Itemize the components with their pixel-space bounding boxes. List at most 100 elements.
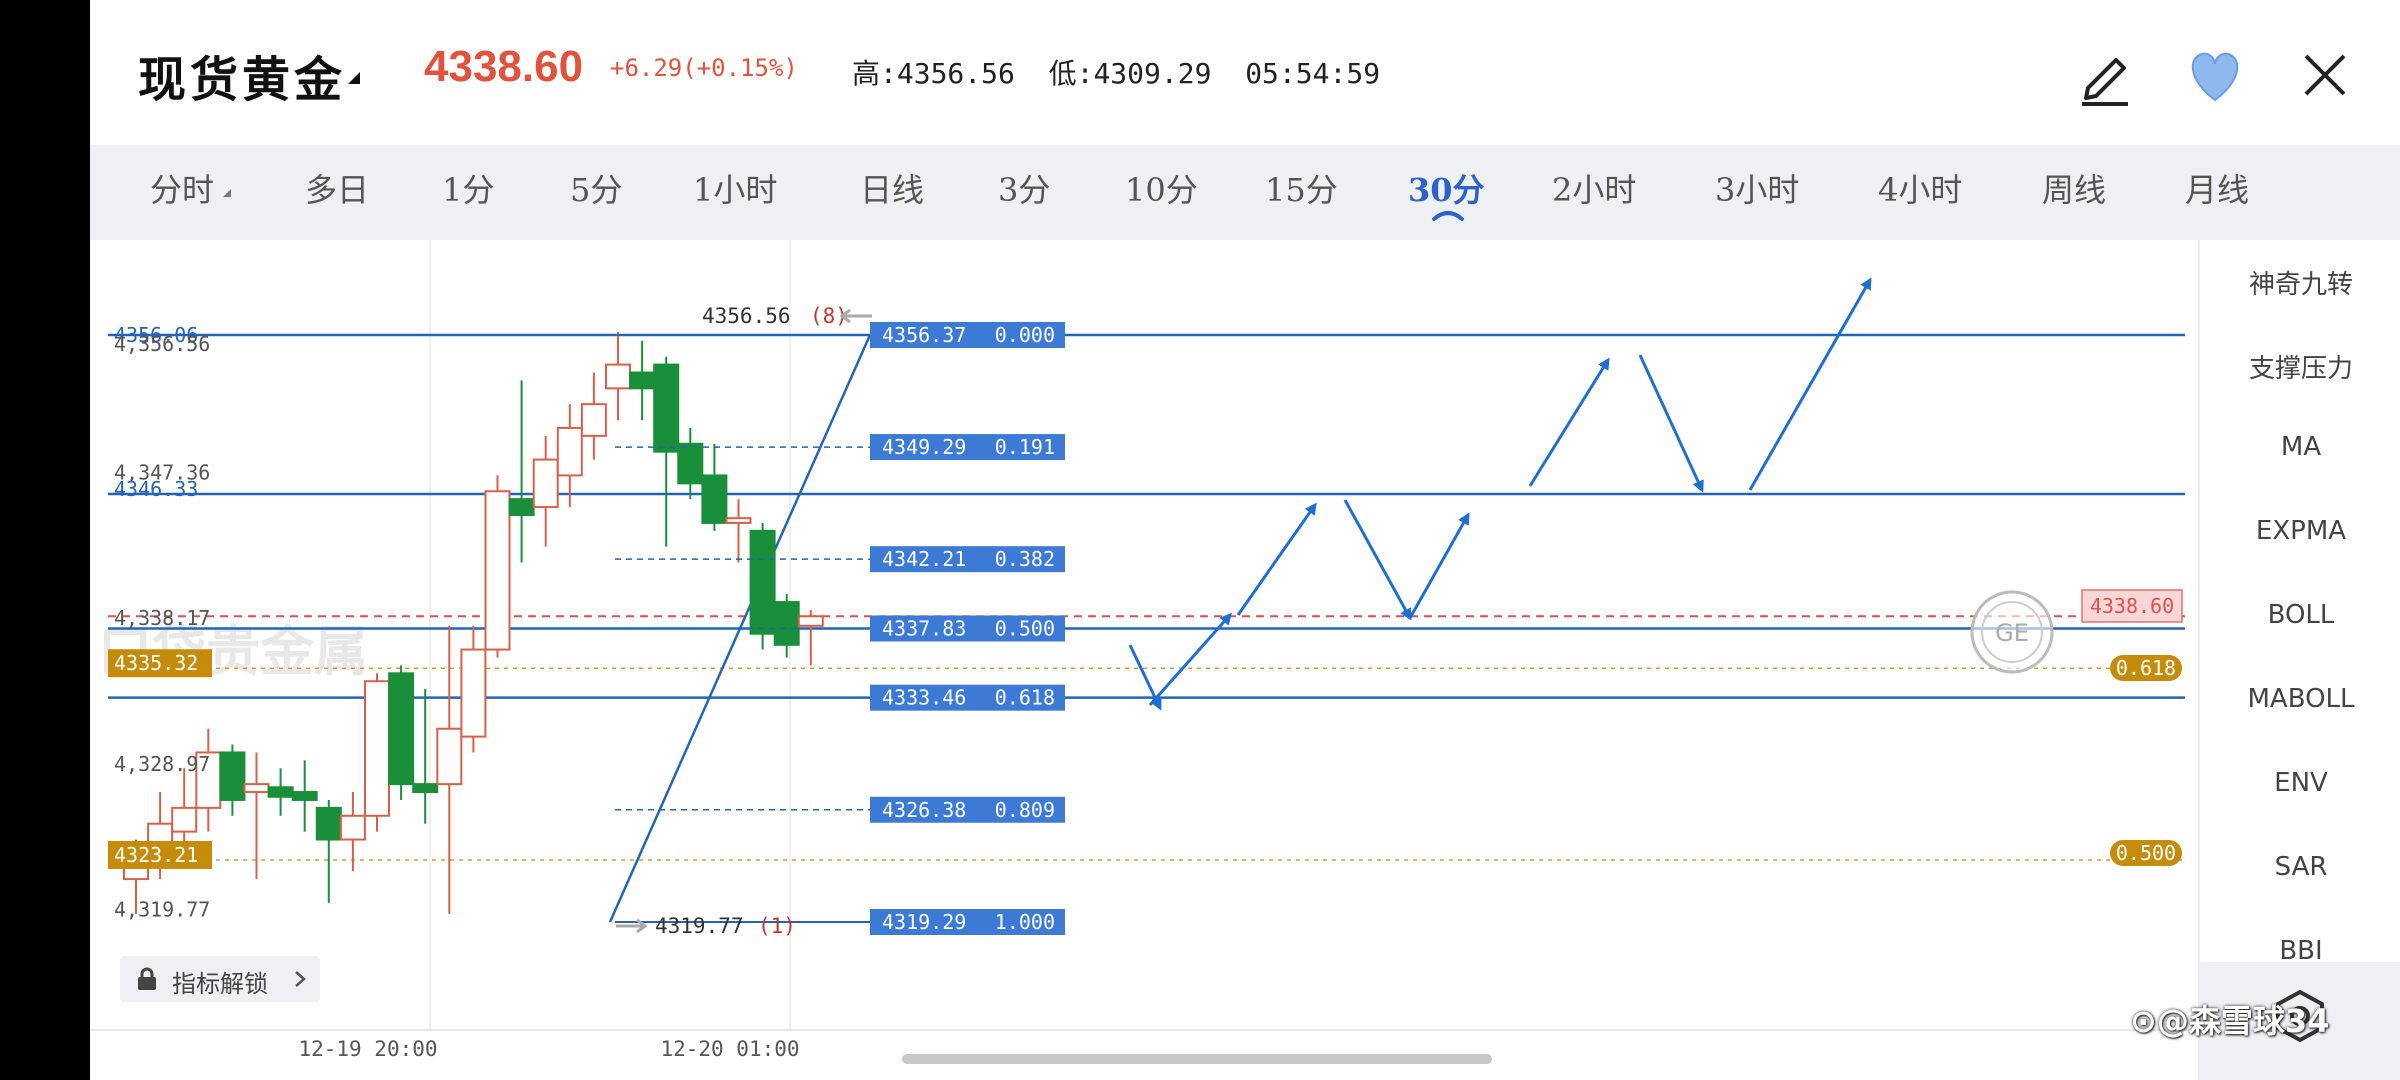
tab-10min[interactable]: 10分 — [1125, 171, 1198, 209]
instrument-title[interactable]: 现货黄金 — [138, 52, 347, 108]
tab-5min[interactable]: 5分 — [570, 171, 623, 209]
tab-monthly[interactable]: 月线 — [2185, 171, 2250, 209]
fibonacci-levels: 4356.37 0.000 4349.29 0.191 4342.21 0.382 4337… — [615, 322, 1065, 935]
indicator-sar[interactable]: SAR — [2274, 852, 2328, 882]
tab-2hour[interactable]: 2小时 — [1552, 171, 1637, 209]
lock-icon — [138, 967, 156, 990]
instrument-dropdown-icon[interactable] — [348, 72, 360, 84]
current-price-tag: 4338.60 — [2090, 594, 2174, 618]
low-label: 低: — [1048, 57, 1094, 90]
y-axis-label: 4335.32 — [114, 651, 198, 675]
fibonacci-price: 4349.29 — [882, 435, 966, 459]
y-axis-label: 4,328.97 — [114, 752, 210, 776]
candle-body — [580, 403, 607, 437]
app-root: 现货黄金 4338.60 +6.29(+0.15%) 高:4356.56 低:4… — [90, 0, 2400, 1080]
candle-body — [412, 783, 439, 794]
period-tabs: 分时 多日 1分 5分 1小时 日线 3分 10分 15分 30分 2小时 3小… — [90, 145, 2400, 240]
horizontal-scrollbar[interactable] — [902, 1054, 1492, 1064]
tab-weekly[interactable]: 周线 — [2042, 171, 2107, 209]
candle-body — [339, 814, 366, 841]
fibonacci-ratio: 1.000 — [995, 910, 1055, 934]
close-icon[interactable] — [2290, 40, 2360, 110]
fibonacci-ratio: 0.618 — [995, 686, 1055, 710]
chart-area[interactable]: 口袋贵金属 4356.37 0.000 4349.29 0.191 4342.21 0.3… — [90, 240, 2400, 1080]
indicator-support-resistance[interactable]: 支撑压力 — [2248, 354, 2353, 384]
header: 现货黄金 4338.60 +6.29(+0.15%) 高:4356.56 低:4… — [90, 0, 2400, 145]
badge-500-bg — [2110, 840, 2182, 866]
indicator-sidebar: 神奇九转 支撑压力 MA EXPMA BOLL MABOLL ENV SAR B… — [2198, 240, 2400, 1080]
tab-1min[interactable]: 1分 — [442, 171, 495, 209]
tab-fenshi[interactable]: 分时 — [150, 171, 215, 209]
fibonacci-ratio: 0.000 — [995, 323, 1055, 347]
low-value: 4309.29 — [1093, 57, 1212, 90]
unlock-indicators-label: 指标解锁 — [172, 970, 268, 998]
y-axis-label-bg — [108, 649, 212, 678]
candle-body — [291, 791, 318, 801]
indicator-bbi[interactable]: BBI — [2279, 936, 2323, 966]
fibonacci-price: 4326.38 — [882, 798, 966, 822]
fibonacci-price: 4319.29 — [882, 910, 966, 934]
y-axis-label: 4,319.77 — [114, 897, 210, 921]
last-price: 4338.60 — [424, 42, 584, 91]
candle-body — [653, 363, 680, 453]
fibonacci-ratio: 0.500 — [995, 617, 1055, 641]
high-marker-label: 4356.56 — [702, 304, 791, 328]
settings-hexagon-icon[interactable] — [2272, 988, 2328, 1044]
fibonacci-ratio: 0.809 — [995, 798, 1055, 822]
tab-dropdown-icon[interactable] — [223, 189, 231, 197]
tab-multi-day[interactable]: 多日 — [305, 171, 370, 209]
projection-arrow — [1638, 354, 1704, 493]
tab-3min[interactable]: 3分 — [998, 171, 1051, 209]
indicator-expma[interactable]: EXPMA — [2255, 516, 2347, 546]
projection-arrows — [1128, 277, 1872, 711]
candle-body — [629, 371, 656, 390]
projection-arrow — [1343, 499, 1412, 621]
fibonacci-price: 4342.21 — [882, 547, 966, 571]
indicator-ma[interactable]: MA — [2280, 432, 2322, 462]
candle-body — [532, 458, 559, 509]
candle-body — [388, 672, 415, 786]
active-tab-indicator — [1432, 211, 1464, 221]
unlock-indicators-button[interactable]: 指标解锁 — [120, 956, 320, 1002]
x-axis-label-1: 12-19 20:00 — [298, 1037, 437, 1061]
badge-500: 0.500 — [2116, 841, 2176, 865]
indicator-boll[interactable]: BOLL — [2267, 600, 2335, 630]
fibonacci-ratio: 0.382 — [995, 547, 1055, 571]
candle-body — [556, 426, 583, 477]
candle-body — [315, 806, 342, 841]
fibonacci-price: 4356.37 — [882, 323, 966, 347]
chevron-right-icon — [295, 971, 306, 987]
y-axis-label: 4356.06 — [114, 323, 198, 347]
fibonacci-label-bg — [870, 546, 1065, 573]
candle-body — [508, 498, 535, 516]
tab-1hour[interactable]: 1小时 — [693, 171, 778, 209]
tab-daily[interactable]: 日线 — [860, 171, 925, 209]
favorite-heart-icon[interactable] — [2180, 40, 2250, 110]
tab-3hour[interactable]: 3小时 — [1715, 171, 1800, 209]
quote-time: 05:54:59 — [1245, 57, 1381, 90]
projection-arrow — [1528, 357, 1610, 487]
tab-15min[interactable]: 15分 — [1265, 171, 1338, 209]
low-marker-label: 4319.77 — [655, 914, 744, 938]
indicator-td-sequential[interactable]: 神奇九转 — [2248, 270, 2353, 300]
fibonacci-label-bg — [870, 684, 1065, 711]
candle-body — [725, 517, 752, 524]
indicator-maboll[interactable]: MABOLL — [2247, 684, 2355, 714]
round-logo-text: GE — [1995, 619, 2029, 647]
indicator-env[interactable]: ENV — [2274, 768, 2328, 798]
y-axis-label: 4323.21 — [114, 843, 198, 867]
share-watermark: ⊙@森雪球34 — [2130, 1002, 2330, 1040]
tab-30min[interactable]: 30分 — [1408, 171, 1485, 209]
fibonacci-label-bg — [870, 434, 1065, 461]
tab-4hour[interactable]: 4小时 — [1878, 171, 1963, 209]
fibonacci-price: 4337.83 — [882, 617, 966, 641]
high-marker-arrow-icon — [839, 308, 872, 324]
candle-body — [171, 806, 198, 833]
candle-body — [267, 786, 294, 798]
candle-body — [677, 442, 704, 485]
round-logo-icon: GE — [1970, 590, 2054, 674]
y-axis-label: 4346.33 — [114, 477, 198, 501]
candle-body — [797, 615, 824, 627]
edit-icon[interactable] — [2070, 40, 2140, 110]
